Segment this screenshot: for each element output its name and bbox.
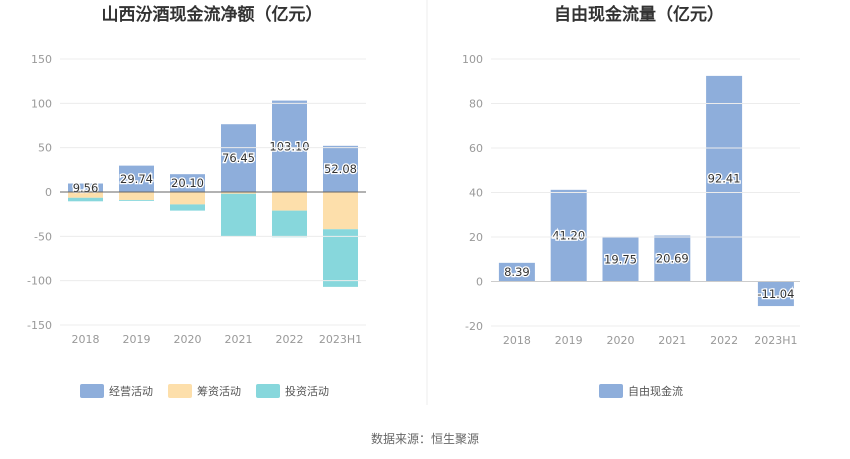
legend-label: 自由现金流 [628,384,683,398]
x-tick-label: 2022 [276,333,304,346]
bar-series-2-2021 [221,193,256,237]
y-tick-label: 20 [469,231,483,244]
x-tick-label: 2019 [555,334,583,347]
data-label: 9.56 [73,181,99,195]
x-tick-label: 2023H1 [754,334,797,347]
x-tick-label: 2022 [710,334,738,347]
x-tick-label: 2021 [658,334,686,347]
x-tick-label: 2018 [503,334,531,347]
legend-swatch [599,384,623,398]
bar-series-1-2020 [170,192,205,205]
chart2-bars [498,75,794,307]
y-tick-label: -100 [27,275,52,288]
y-tick-label: 100 [462,53,483,66]
legend-label: 筹资活动 [197,384,241,398]
bar-series-2-2019 [119,199,154,201]
bar-primary-2023H1 [757,281,794,307]
bar-series-2-2018 [68,197,103,202]
data-label: 76.45 [222,151,255,165]
bar-series-1-2019 [119,192,154,200]
chart2-title: 自由现金流量（亿元） [554,4,724,25]
legend-label: 投资活动 [285,384,329,398]
y-tick-label: 0 [476,276,483,289]
chart1-legend: 经营活动 筹资活动 投资活动 [80,384,329,398]
data-label: 8.39 [504,265,530,279]
data-label: 20.69 [656,251,689,265]
chart2-x-axis: 2018 2019 2020 2021 2022 2023H1 [503,334,798,347]
bar-primary-2023H1 [323,145,358,192]
bar-primary-2019 [119,165,154,192]
chart1-data-labels: 9.56 29.74 20.10 76.45 103.10 52.08 [71,138,358,196]
y-tick-label: 100 [31,97,52,110]
data-label: 29.74 [120,172,153,186]
legend-swatch [256,384,280,398]
bar-series-1-2022 [272,192,307,211]
y-tick-label: -150 [27,319,52,332]
bar-primary-2020 [602,237,639,282]
y-tick-label: -50 [34,230,52,243]
chart2-gridlines [491,58,800,327]
data-label: 92.41 [708,172,741,186]
chart2-data-labels: 8.39 41.20 19.75 20.69 92.41 -11.04 [503,170,796,302]
data-label: 41.20 [552,229,585,243]
x-tick-label: 2021 [225,333,253,346]
chart2-y-axis: 100 80 60 40 20 0 -20 [462,53,483,333]
y-tick-label: 0 [45,186,52,199]
bar-series-2-2022 [272,210,307,238]
legend-swatch [80,384,104,398]
y-tick-label: 150 [31,53,52,66]
data-label: 20.10 [171,176,204,190]
bar-series-1-2018 [68,192,103,198]
bar-primary-2021 [221,124,256,192]
bar-series-2-2023H1 [323,229,358,287]
data-label: -11.04 [757,287,794,301]
bar-primary-2019 [550,189,587,282]
chart1-y-axis: 150 100 50 0 -50 -100 -150 [27,53,52,332]
bar-series-1-2023H1 [323,192,358,230]
y-tick-label: 50 [38,142,52,155]
bar-primary-2018 [68,183,103,192]
bar-primary-2021 [654,235,691,282]
y-tick-label: -20 [465,320,483,333]
bar-series-1-2021 [221,192,256,194]
y-tick-label: 60 [469,142,483,155]
bar-series-2-2020 [170,204,205,211]
data-label: 52.08 [324,162,357,176]
x-tick-label: 2020 [607,334,635,347]
source-note: 数据来源：恒生聚源 [371,431,479,446]
y-tick-label: 40 [469,187,483,200]
chart1-title: 山西汾酒现金流净额（亿元） [102,4,323,25]
data-label: 103.10 [269,139,309,153]
x-tick-label: 2019 [123,333,151,346]
bar-primary-2020 [170,174,205,192]
chart1-bars [68,100,358,287]
data-label: 19.75 [604,253,637,267]
chart1-x-axis: 2018 2019 2020 2021 2022 2023H1 [72,333,363,346]
legend-label: 经营活动 [109,384,153,398]
bar-primary-2022 [272,100,307,192]
bar-primary-2022 [706,75,743,282]
bar-primary-2018 [498,262,535,282]
legend-swatch [168,384,192,398]
chart1-gridlines [60,58,366,326]
x-tick-label: 2023H1 [319,333,362,346]
chart2-legend: 自由现金流 [599,384,683,398]
x-tick-label: 2018 [72,333,100,346]
y-tick-label: 80 [469,98,483,111]
x-tick-label: 2020 [174,333,202,346]
